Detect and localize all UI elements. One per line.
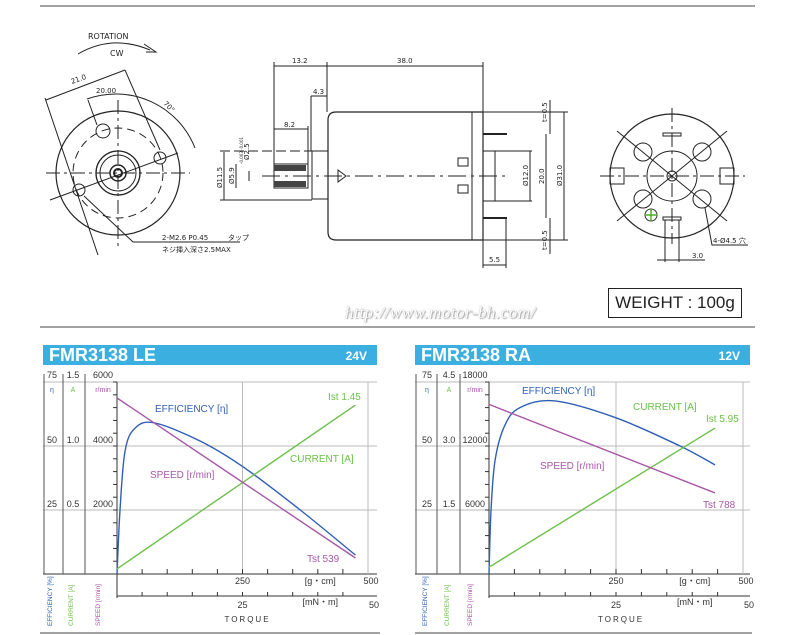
x-tick-label: 250 — [608, 576, 623, 586]
x-axis-title: TORQUE — [224, 615, 270, 624]
dim-d12: Ø12.0 — [522, 165, 530, 186]
y-tick-label: 2000 — [93, 499, 113, 509]
y-tick-label: 0.5 — [67, 499, 80, 509]
y-tick-label: 4000 — [93, 435, 113, 445]
y-tick-label: 50 — [422, 435, 432, 445]
y-tick-label: 25 — [47, 499, 57, 509]
speed-end-label: Tst 788 — [703, 500, 736, 511]
y-tick-label: 1.5 — [443, 499, 456, 509]
axis-unit-label: η — [425, 387, 429, 394]
speed-end-label: Tst 539 — [307, 554, 340, 565]
y-tick-label: 1.5 — [67, 370, 80, 380]
y-tick-label: 3.0 — [443, 435, 456, 445]
direction-label: CW — [110, 49, 124, 58]
x-unit-label: [g・cm] — [305, 576, 336, 586]
hole-note: 4-Ø4.5 穴 — [713, 236, 746, 245]
axis-title: SPEED [r/min] — [95, 584, 102, 626]
rotation-arrow-icon — [77, 42, 151, 55]
dim-t-top: t=0.5 — [541, 102, 549, 122]
axis-unit-label: r/min — [95, 387, 111, 394]
dim-20-00: 20.00 — [96, 87, 116, 95]
chart-title: FMR3138 RA — [421, 345, 532, 365]
x2-tick-label: 50 — [369, 600, 379, 610]
y-tick-label: 18000 — [462, 370, 487, 380]
x2-unit-label: [mN・m] — [677, 597, 713, 607]
series-line-current — [116, 404, 356, 570]
axis-unit-label: A — [447, 387, 452, 394]
axis-unit-label: r/min — [467, 387, 483, 394]
chart-voltage: 12V — [718, 349, 740, 363]
dim-d2-5-tolerance: -0.003 -0.001 — [239, 136, 244, 164]
current-end-label: Ist 5.95 — [706, 414, 739, 425]
y-tick-label: 75 — [47, 370, 57, 380]
dim-5-5: 5.5 — [489, 256, 500, 264]
dim-4-3: 4.3 — [313, 88, 324, 96]
rotation-label: ROTATION — [88, 32, 129, 41]
x2-tick-label: 50 — [744, 600, 754, 610]
url-watermark: http://www.motor-bh.com/ — [345, 303, 536, 322]
dim-38: 38.0 — [397, 57, 413, 65]
y-tick-label: 6000 — [93, 370, 113, 380]
series-line-current — [488, 427, 716, 568]
series-line-speed — [488, 403, 716, 494]
chart-voltage: 24V — [345, 349, 367, 363]
dim-d11-5: Ø11.5 — [216, 167, 224, 188]
y-tick-label: 6000 — [465, 499, 485, 509]
chart-header-le: FMR3138 LE 24V — [43, 345, 377, 365]
series-label: CURRENT [A] — [290, 454, 354, 465]
y-tick-label: 1.0 — [67, 435, 80, 445]
x2-tick-label: 25 — [237, 600, 247, 610]
dim-20: 20.0 — [538, 168, 546, 184]
axis-title: EFFICIENCY [%] — [47, 576, 54, 626]
series-label: EFFICIENCY [η] — [155, 404, 228, 415]
chart-title: FMR3138 LE — [49, 345, 157, 365]
series-label: SPEED [r/min] — [150, 470, 215, 481]
y-tick-label: 25 — [422, 499, 432, 509]
dim-8-2: 8.2 — [284, 121, 295, 129]
series-label: EFFICIENCY [η] — [522, 386, 595, 397]
tap-note: 2-M2.6 P0.45 — [162, 234, 208, 242]
chart-header-ra: FMR3138 RA 12V — [415, 345, 750, 365]
dim-d5-9: Ø5.9 — [228, 167, 236, 184]
axis-title: EFFICIENCY [%] — [422, 576, 429, 626]
arrow-head-icon — [143, 43, 158, 53]
x-unit-label: [g・cm] — [679, 576, 710, 586]
x-tick-label: 500 — [738, 576, 753, 586]
weight-box: WEIGHT : 100g — [608, 288, 742, 318]
x-axis-title: TORQUE — [598, 615, 644, 624]
x2-unit-label: [mN・m] — [303, 597, 339, 607]
dim-d31: Ø31.0 — [556, 165, 564, 186]
series-line-efficiency — [488, 399, 716, 575]
front-view: ROTATION CW 21.0 20.00 70° 2-M2.6 P0.45 … — [44, 32, 249, 256]
y-tick-label: 75 — [422, 370, 432, 380]
dim-3-0: 3.0 — [692, 252, 703, 260]
dim-t-bottom: t=0.5 — [541, 230, 549, 250]
series-label: CURRENT [A] — [633, 402, 697, 413]
axis-title: SPEED [r/min] — [467, 584, 474, 626]
x-tick-label: 500 — [363, 576, 378, 586]
axis-unit-label: A — [71, 387, 76, 394]
series-label: SPEED [r/min] — [540, 461, 605, 472]
y-tick-label: 50 — [47, 435, 57, 445]
side-view: 13.2 38.0 4.3 8.2 Ø11.5 Ø5.9 Ø2.5 -0.003… — [216, 57, 568, 268]
x-tick-label: 250 — [235, 576, 250, 586]
series-line-speed — [116, 397, 356, 559]
dim-d2-5: Ø2.5 — [243, 143, 251, 160]
tap-word: タップ — [228, 233, 249, 242]
axis-title: CURRENT [A] — [444, 584, 451, 626]
y-tick-label: 12000 — [462, 435, 487, 445]
depth-note: ネジ挿入深さ2.5MAX — [162, 245, 231, 254]
y-tick-label: 4.5 — [443, 370, 456, 380]
rear-view: 4-Ø4.5 穴 3.0 — [600, 108, 748, 262]
dim-13-2: 13.2 — [292, 57, 308, 65]
axis-title: CURRENT [A] — [68, 584, 75, 626]
x2-tick-label: 25 — [611, 600, 621, 610]
current-end-label: Ist 1.45 — [328, 392, 361, 403]
axis-unit-label: η — [50, 387, 54, 394]
series-line-efficiency — [116, 421, 356, 575]
